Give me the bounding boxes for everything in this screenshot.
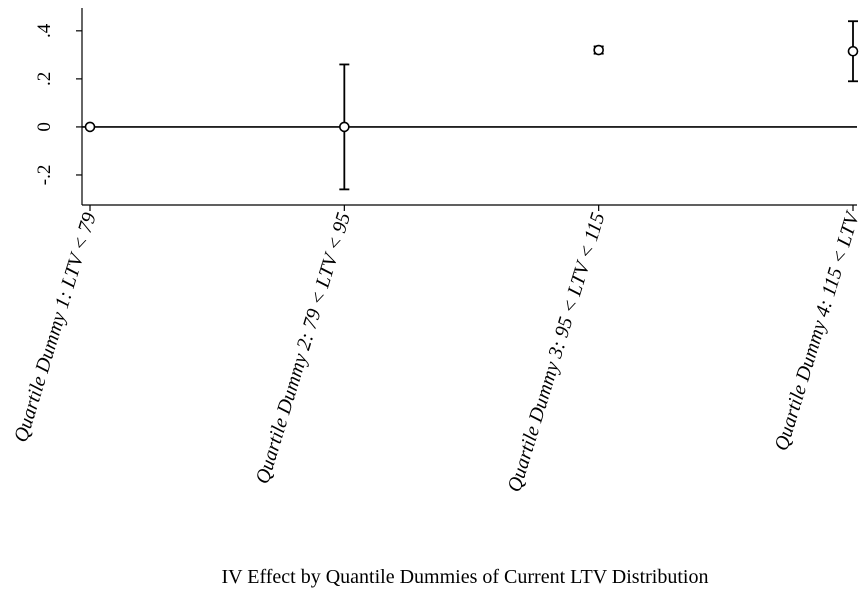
x-tick-label: Quartile Dummy 3: 95 < LTV < 115 [503, 210, 609, 495]
x-tick-label: Quartile Dummy 1: LTV < 79 [10, 210, 101, 445]
x-tick-label: Quartile Dummy 4: 115 < LTV [770, 207, 859, 453]
y-tick-label: .4 [34, 23, 55, 38]
y-tick-label: -.2 [34, 165, 55, 186]
point [84, 121, 96, 133]
x-tick-label: Quartile Dummy 2: 79 < LTV < 95 [252, 210, 356, 486]
point [339, 121, 350, 133]
point [847, 45, 859, 57]
chart-title: IV Effect by Quantile Dummies of Current… [222, 566, 709, 588]
y-tick-label: .2 [34, 72, 55, 86]
point [593, 44, 604, 56]
y-tick-label: 0 [34, 122, 55, 132]
